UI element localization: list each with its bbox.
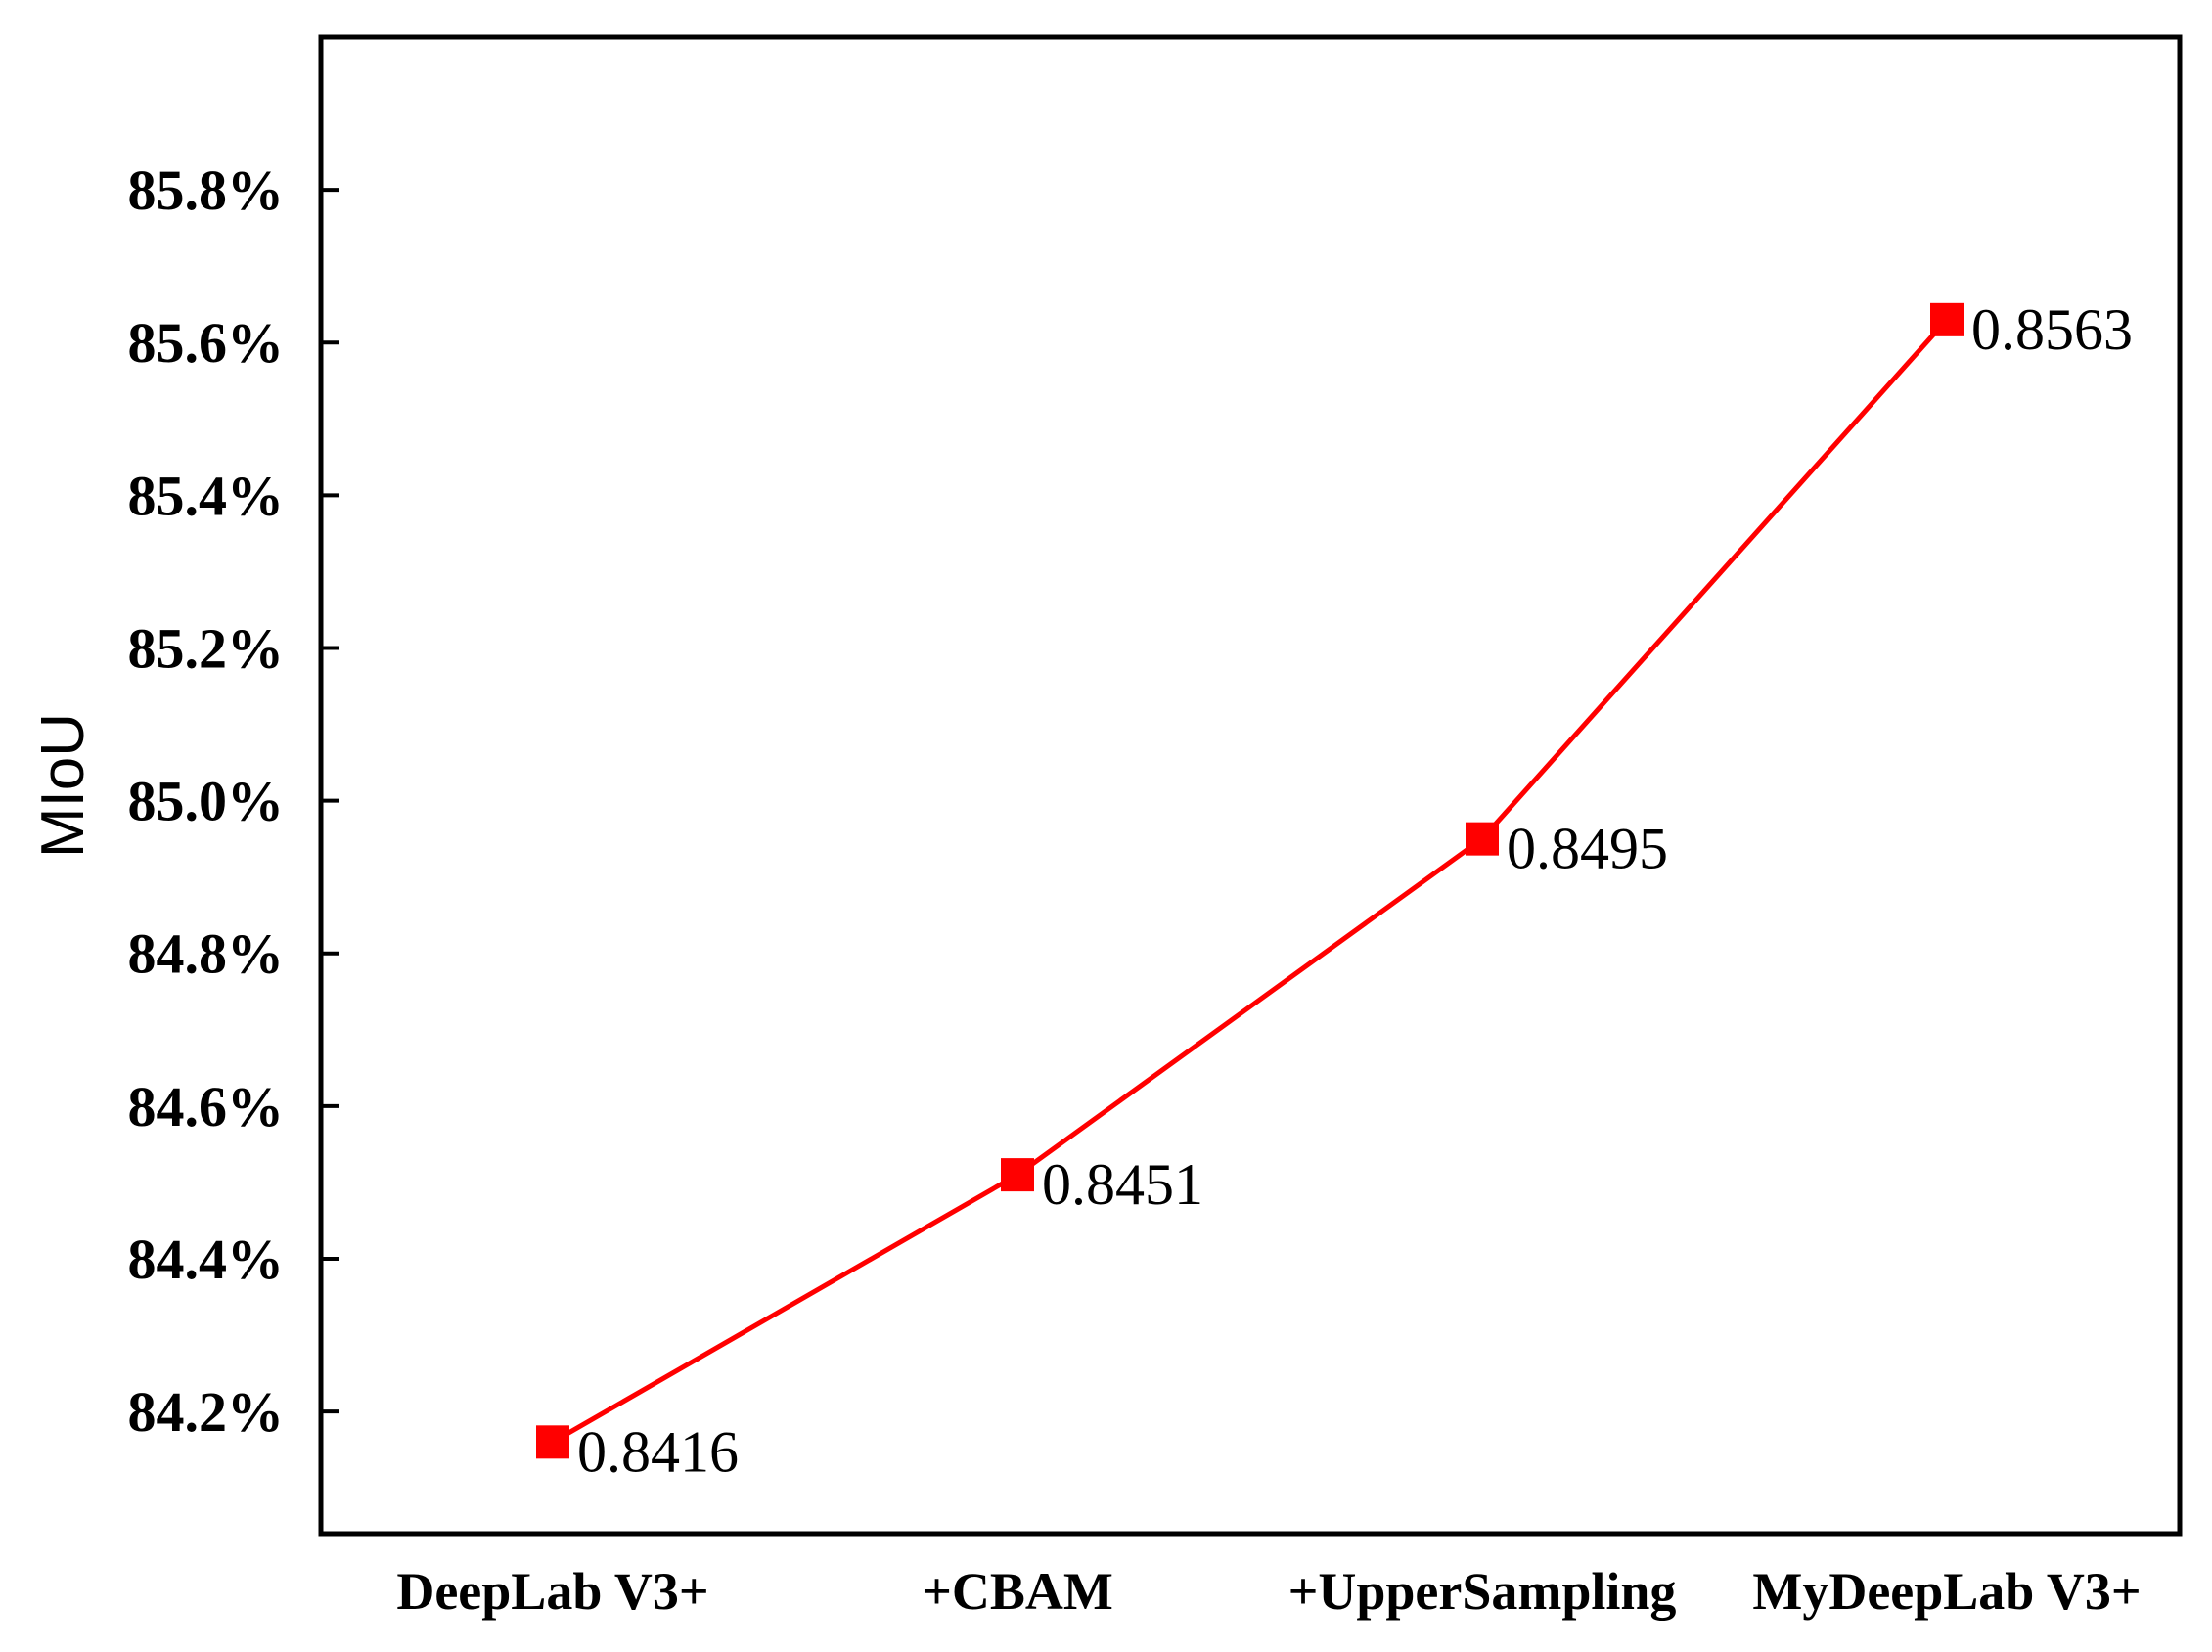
y-tick-label: 84.6% [128,1075,285,1139]
y-tick-label: 84.4% [128,1228,285,1291]
data-label: 0.8495 [1507,817,1668,881]
data-point-marker [1930,302,1964,336]
y-axis-title: MIoU [29,713,97,858]
data-point-marker [1001,1158,1034,1192]
y-tick-label: 84.8% [128,922,285,986]
x-tick-label: +CBAM [922,1562,1113,1621]
x-tick-label: +UpperSampling [1288,1562,1677,1621]
y-tick-label: 85.8% [128,158,285,222]
data-point-marker [1466,822,1499,856]
data-point-marker [536,1425,569,1459]
series-line: 0.8416 0.8451 0.8495 0.8563 [536,297,2133,1484]
y-tick-label: 85.4% [128,464,285,527]
y-tick-label: 85.2% [128,616,285,680]
x-axis: DeepLab V3+ +CBAM +UpperSampling MyDeepLab … [396,1562,2141,1621]
plot-frame [318,34,2183,1537]
x-tick-label: DeepLab V3+ [396,1562,708,1621]
data-label: 0.8416 [577,1419,739,1484]
y-axis: 84.2% 84.4% 84.6% 84.8% 85.0% 85.2% 85.4% 85.6%… [128,158,339,1444]
y-tick-label: 85.6% [128,311,285,375]
y-tick-label: 85.0% [128,770,285,833]
series-line-path [551,318,1949,1445]
data-label: 0.8563 [1971,297,2133,362]
data-label: 0.8451 [1042,1152,1203,1217]
y-tick-label: 84.2% [128,1380,285,1444]
x-tick-label: MyDeepLab V3+ [1752,1562,2141,1621]
